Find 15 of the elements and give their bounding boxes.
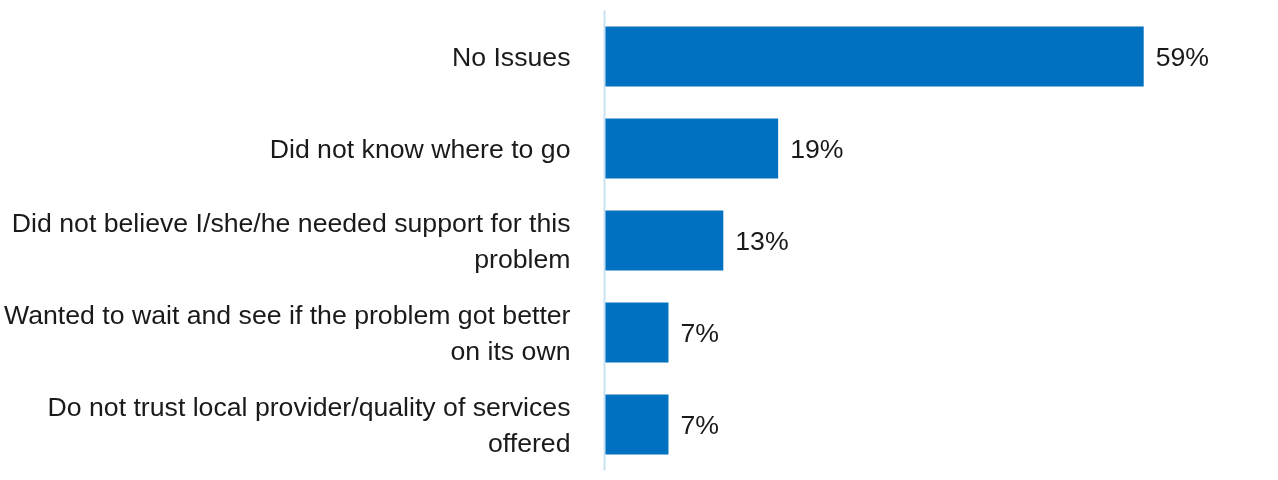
y-tick-label: Did not believe I/she/he needed support for this problem (11, 207, 571, 274)
bar (604, 118, 779, 179)
data-label: 13% (735, 225, 789, 256)
data-label: 59% (1155, 41, 1210, 72)
y-tick-label: No Issues (451, 41, 571, 72)
data-label: 7% (680, 409, 719, 440)
data-label: 19% (790, 133, 844, 164)
y-tick-label: Do not trust local provider/quality of services offered (47, 391, 571, 458)
data-label: 7% (680, 317, 719, 348)
bar (604, 210, 724, 271)
y-tick-label: Did not know where to go (269, 133, 571, 164)
bar (604, 394, 669, 455)
bar (604, 302, 669, 363)
bar (604, 26, 1144, 87)
y-tick-label: Wanted to wait and see if the problem got better on its own (3, 299, 571, 366)
